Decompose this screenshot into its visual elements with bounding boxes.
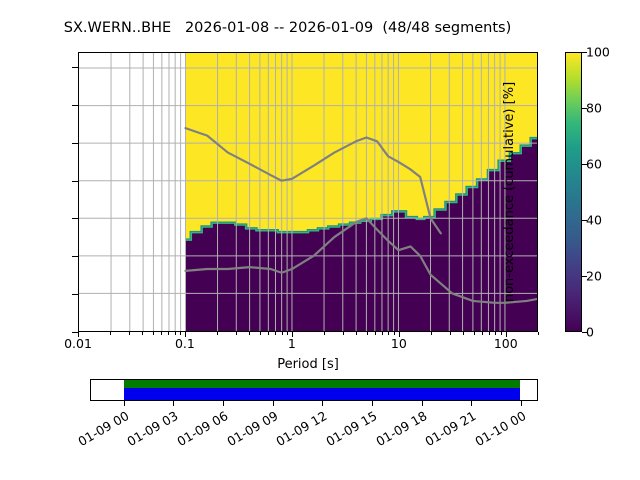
colorbar-tick-mark — [582, 164, 587, 165]
x-axis-minor-tick-mark — [217, 332, 219, 335]
x-axis-minor-tick-mark — [129, 332, 131, 335]
time-axis-tick-mark — [222, 401, 224, 406]
x-axis-tick-mark — [505, 332, 507, 337]
x-axis-minor-tick-mark — [375, 332, 377, 335]
x-axis-tick-label: 0.01 — [64, 336, 92, 351]
time-axis-tick-mark — [520, 401, 522, 406]
x-axis-minor-tick-mark — [431, 332, 433, 335]
x-axis-minor-tick-mark — [449, 332, 451, 335]
y-axis-tick-mark — [72, 104, 78, 106]
colorbar-tick-mark — [582, 52, 587, 53]
x-axis-tick-label: 100 — [493, 336, 518, 351]
colorbar-tick-label: 0 — [586, 324, 594, 340]
x-axis-minor-tick-mark — [275, 332, 277, 335]
colorbar-tick-label: 80 — [586, 100, 602, 116]
x-axis-minor-tick-mark — [366, 332, 368, 335]
x-axis-tick-mark — [291, 332, 293, 337]
x-axis-tick-mark — [184, 332, 186, 337]
x-axis-minor-tick-mark — [110, 332, 112, 335]
colorbar-label: non-exceedance (cumulative) [%] — [502, 81, 517, 303]
time-axis-tick-mark — [322, 401, 324, 406]
x-axis-minor-tick-mark — [168, 332, 170, 335]
time-axis-tick-mark — [371, 401, 373, 406]
x-axis-minor-tick-mark — [500, 332, 502, 335]
x-axis-label: Period [s] — [277, 357, 339, 372]
x-axis-minor-tick-mark — [174, 332, 176, 335]
x-axis-minor-tick-mark — [473, 332, 475, 335]
x-axis-minor-tick-mark — [388, 332, 390, 335]
ppsd-histogram — [186, 53, 537, 331]
x-axis-minor-tick-mark — [281, 332, 283, 335]
colorbar-tick-mark — [582, 332, 587, 333]
colorbar-tick-label: 20 — [586, 268, 602, 284]
data-coverage-green-band — [124, 380, 521, 388]
time-axis-tick-mark — [123, 401, 125, 406]
x-axis-minor-tick-mark — [538, 332, 539, 335]
colorbar — [565, 52, 582, 332]
x-axis-minor-tick-mark — [463, 332, 465, 335]
colorbar-tick-mark — [582, 276, 587, 277]
x-axis-minor-tick-mark — [249, 332, 251, 335]
x-axis-minor-tick-mark — [342, 332, 344, 335]
x-axis-minor-tick-mark — [324, 332, 326, 335]
ppsd-plot-axes — [78, 52, 538, 332]
colorbar-tick-label: 100 — [586, 44, 610, 60]
y-axis-tick-mark — [72, 294, 78, 296]
x-axis-tick-mark — [398, 332, 400, 337]
time-axis-tick-mark — [421, 401, 423, 406]
y-axis-tick-mark — [72, 142, 78, 144]
x-axis-minor-tick-mark — [142, 332, 144, 335]
y-axis-tick-mark — [72, 218, 78, 220]
x-axis-minor-tick-mark — [495, 332, 497, 335]
page-title: SX.WERN..BHE 2026-01-08 -- 2026-01-09 (4… — [63, 20, 512, 36]
x-axis-minor-tick-mark — [259, 332, 261, 335]
x-axis-minor-tick-mark — [287, 332, 288, 335]
time-axis-tick-mark — [471, 401, 473, 406]
x-axis-minor-tick-mark — [356, 332, 358, 335]
data-coverage-axes — [90, 379, 538, 401]
colorbar-tick-mark — [582, 220, 587, 221]
time-axis-tick-mark — [272, 401, 274, 406]
y-axis-tick-mark — [72, 256, 78, 258]
time-axis-tick-mark — [173, 401, 175, 406]
x-axis-tick-label: 0.1 — [174, 336, 195, 351]
y-axis-tick-mark — [72, 332, 78, 333]
x-axis-minor-tick-mark — [382, 332, 384, 335]
x-axis-minor-tick-mark — [152, 332, 154, 335]
x-axis-tick-label: 10 — [390, 336, 407, 351]
y-axis-tick-mark — [72, 180, 78, 182]
x-axis-minor-tick-mark — [482, 332, 484, 335]
colorbar-tick-mark — [582, 108, 587, 109]
x-axis-minor-tick-mark — [235, 332, 237, 335]
colorbar-tick-label: 40 — [586, 212, 602, 228]
x-axis-minor-tick-mark — [393, 332, 395, 335]
x-axis-minor-tick-mark — [489, 332, 491, 335]
x-axis-tick-mark — [78, 332, 79, 337]
x-axis-minor-tick-mark — [268, 332, 270, 335]
colorbar-tick-label: 60 — [586, 156, 602, 172]
x-axis-tick-label: 1 — [287, 336, 296, 351]
y-axis-tick-mark — [72, 67, 78, 69]
data-coverage-blue-band — [124, 388, 521, 400]
x-axis-minor-tick-mark — [161, 332, 163, 335]
x-axis-minor-tick-mark — [180, 332, 182, 335]
